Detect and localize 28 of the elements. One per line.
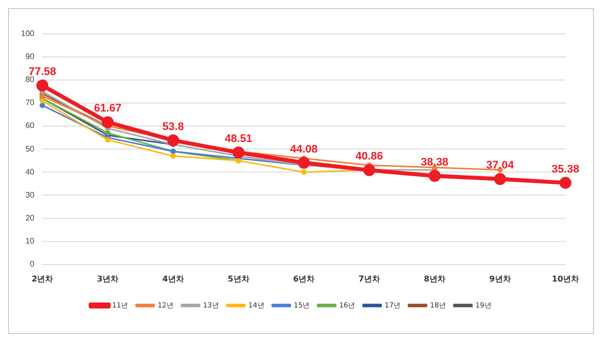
y-tick-label: 80 xyxy=(25,75,35,84)
y-tick-label: 30 xyxy=(25,190,35,200)
data-label: 35.38 xyxy=(552,163,580,176)
data-label: 40.86 xyxy=(356,150,384,163)
data-label: 53.8 xyxy=(162,120,184,133)
y-tick-label: 10 xyxy=(25,236,35,246)
x-tick-label: 5년차 xyxy=(228,274,250,284)
data-label: 48.51 xyxy=(224,133,252,146)
x-tick-label: 9년차 xyxy=(489,274,511,284)
y-tick-label: 40 xyxy=(25,167,35,176)
x-tick-label: 7년차 xyxy=(358,274,380,284)
x-tick-label: 2년차 xyxy=(32,274,54,284)
y-tick-label: 0 xyxy=(30,260,35,269)
data-label: 44.08 xyxy=(290,143,318,156)
y-tick-label: 60 xyxy=(25,121,35,130)
x-tick-label: 6년차 xyxy=(293,274,315,284)
y-tick-label: 100 xyxy=(20,29,35,38)
y-tick-label: 50 xyxy=(25,144,35,154)
data-label: 38.38 xyxy=(420,156,448,168)
y-tick-label: 90 xyxy=(25,52,35,62)
y-tick-label: 20 xyxy=(25,213,35,222)
x-tick-label: 8년차 xyxy=(424,274,446,284)
x-tick-label: 4년차 xyxy=(162,274,184,284)
y-tick-label: 70 xyxy=(25,98,35,108)
x-tick-label: 3년차 xyxy=(96,274,119,284)
x-tick-label: 10년차 xyxy=(552,274,580,284)
data-label: 61.67 xyxy=(94,102,122,115)
data-label: 37.04 xyxy=(486,160,515,172)
